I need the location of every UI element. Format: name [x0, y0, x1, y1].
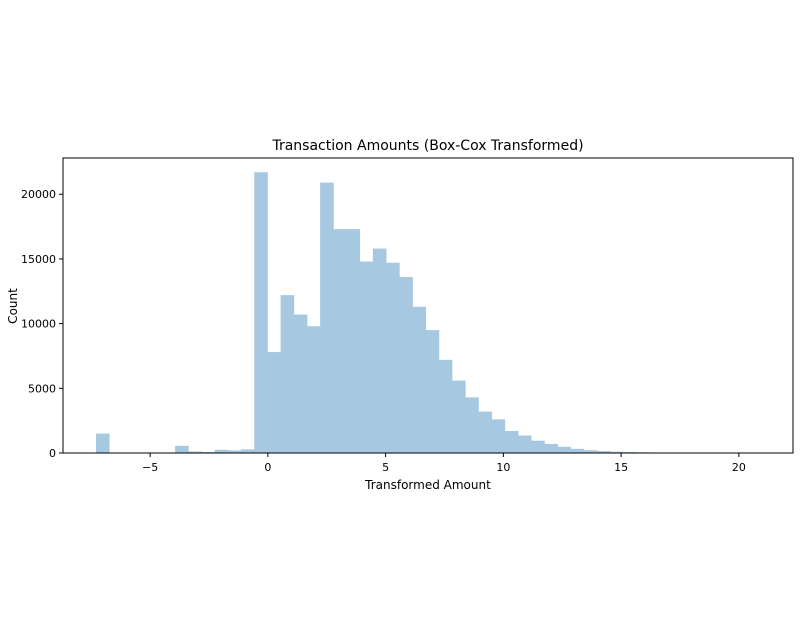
x-tick-label: 15: [614, 461, 628, 474]
histogram-bar: [452, 380, 466, 453]
histogram-bar: [320, 182, 334, 453]
histogram-bar: [517, 435, 532, 453]
y-tick-label: 10000: [21, 318, 56, 331]
histogram-bar: [293, 314, 308, 453]
histogram-bar: [267, 352, 281, 453]
histogram-bar: [227, 450, 242, 453]
histogram-bar: [95, 433, 110, 453]
histogram-bar: [280, 295, 295, 453]
histogram-bar: [175, 445, 189, 453]
histogram-bar: [425, 330, 440, 453]
histogram-bar: [359, 261, 374, 453]
histogram-bar: [399, 277, 413, 453]
histogram-bar: [201, 451, 216, 453]
histogram-bar: [544, 443, 558, 453]
y-tick-label: 20000: [21, 188, 56, 201]
histogram-bar: [557, 446, 572, 453]
histogram-bar: [386, 262, 400, 453]
x-axis-ticks: −5 0 5 10 15 20: [142, 453, 746, 474]
histogram-bar: [583, 450, 598, 453]
histogram-bar: [478, 411, 492, 453]
histogram-bar: [610, 451, 624, 453]
y-axis-label: Count: [6, 288, 20, 324]
histogram-bar: [504, 431, 519, 453]
x-tick-label: 0: [264, 461, 271, 474]
histogram-bar: [597, 451, 611, 453]
histogram-bar: [214, 449, 229, 453]
histogram-bar: [188, 451, 202, 453]
x-tick-label: 5: [382, 461, 389, 474]
x-tick-label: −5: [142, 461, 158, 474]
histogram-bar: [254, 172, 268, 454]
histogram-bar: [570, 448, 585, 453]
histogram-bar: [438, 359, 453, 453]
x-tick-label: 20: [732, 461, 746, 474]
histogram-bar: [241, 449, 255, 453]
histogram-bar: [491, 419, 506, 453]
plot-frame: [62, 157, 794, 454]
y-tick-label: 15000: [21, 253, 56, 266]
histogram-bar: [531, 440, 545, 453]
histogram-bars: [95, 172, 769, 454]
y-axis-ticks: 0 5000 10000 15000 20000: [21, 188, 63, 460]
x-tick-label: 10: [496, 461, 510, 474]
histogram-bar: [372, 248, 387, 453]
x-axis-label: Transformed Amount: [364, 478, 491, 492]
y-tick-label: 0: [49, 447, 56, 460]
histogram-bar: [465, 397, 479, 453]
chart-title: Transaction Amounts (Box-Cox Transformed…: [271, 138, 583, 154]
y-tick-label: 5000: [28, 382, 56, 395]
histogram-bar: [412, 306, 427, 453]
histogram-bar: [346, 229, 361, 453]
histogram-bar: [333, 229, 347, 453]
histogram-bar: [306, 326, 321, 453]
